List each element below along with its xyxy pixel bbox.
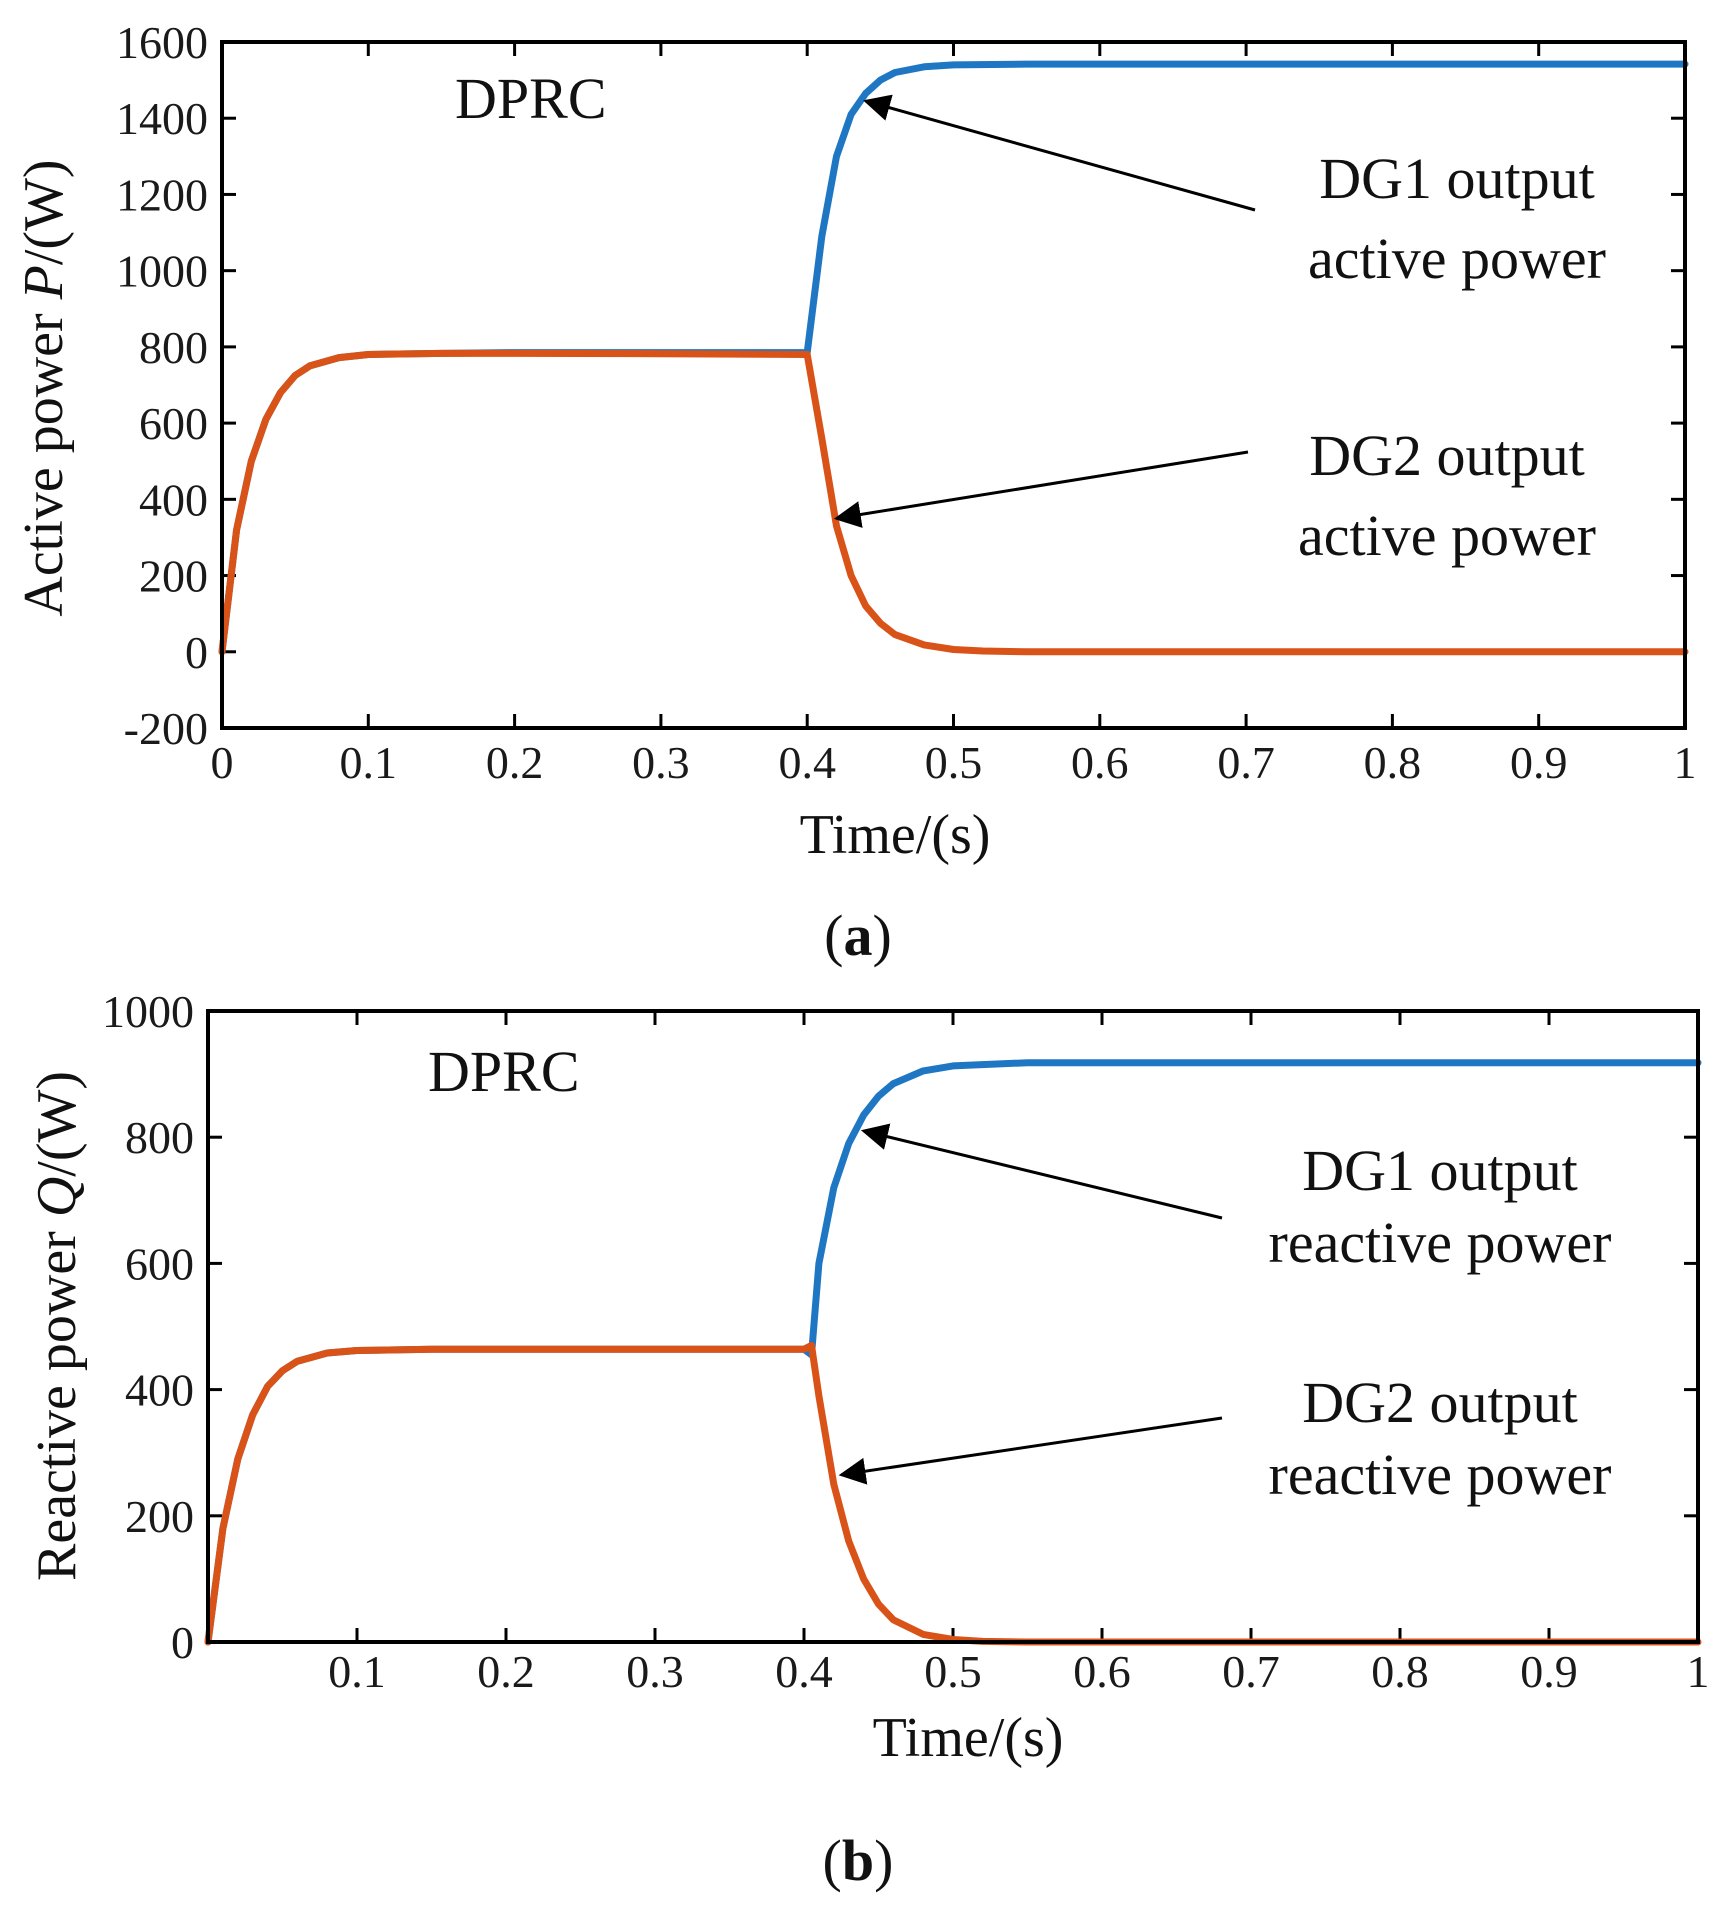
series-line-2	[218, 349, 1689, 656]
panel-a-x-axis-label: Time/(s)	[800, 804, 991, 866]
panel-a-series	[218, 60, 1689, 656]
panel-b-sublabel-letter: b	[842, 1828, 874, 1893]
y-tick-label: -200	[124, 703, 208, 754]
panel-b-dg1-label-line1: DG1 output	[1302, 1138, 1578, 1203]
panel-b-sublabel: (b)	[823, 1828, 894, 1893]
panel-a-dg1-arrow	[863, 94, 1256, 212]
panel-a-y-tick-labels: -200 0 200 400 600 800 1000 1200 1400 1600	[116, 17, 208, 754]
x-tick-label: 0.2	[477, 1646, 535, 1697]
panel-a-x-tick-labels: 0 0.1 0.2 0.3 0.4 0.5 0.6 0.7 0.8 0.9 1	[211, 737, 1697, 788]
panel-b-dg2-label-line1: DG2 output	[1302, 1370, 1578, 1435]
x-tick-label: 0	[211, 737, 234, 788]
x-tick-label: 0.9	[1510, 737, 1568, 788]
panel-b-dg2-arrow	[838, 1416, 1223, 1485]
panel-b-y-label-var: Q	[26, 1177, 88, 1217]
y-tick-label: 1000	[102, 986, 194, 1037]
panel-a-sublabel: (a)	[824, 903, 892, 968]
panel-b-plot-frame	[206, 1009, 1700, 1644]
panel-b-dg1-label-line2: reactive power	[1269, 1210, 1612, 1275]
x-tick-label: 0.2	[486, 737, 544, 788]
panel-a-dg1-label-line2: active power	[1308, 226, 1606, 291]
chart-panel-b: 0.1 0.2 0.3 0.4 0.5 0.6 0.7 0.8 0.9 1 0 200 400 600 8…	[26, 986, 1710, 1893]
panel-a-dg2-label-line1: DG2 output	[1309, 423, 1585, 488]
x-tick-label: 1	[1674, 737, 1697, 788]
panel-a-sublabel-letter: a	[844, 903, 873, 968]
y-tick-label: 200	[125, 1491, 194, 1542]
panel-a-dg1-label-line1: DG1 output	[1319, 146, 1595, 211]
panel-b-x-tick-labels: 0.1 0.2 0.3 0.4 0.5 0.6 0.7 0.8 0.9 1	[328, 1646, 1709, 1697]
panel-b-ticks	[208, 1009, 1700, 1644]
panel-a-y-label-suffix: /(W)	[13, 159, 75, 265]
x-tick-label: 0.1	[340, 737, 398, 788]
y-tick-label: 600	[125, 1238, 194, 1289]
y-tick-label: 1400	[116, 93, 208, 144]
panel-a-ticks	[220, 40, 1687, 730]
x-tick-label: 0.6	[1071, 737, 1129, 788]
panel-b-y-axis-label: Reactive power Q/(W)	[26, 1071, 88, 1581]
panel-b-annotation: DPRC	[428, 1039, 580, 1104]
x-tick-label: 0.4	[775, 1646, 833, 1697]
y-tick-label: 800	[125, 1112, 194, 1163]
panel-a-y-label-var: P	[13, 265, 75, 300]
panel-a-plot-frame	[220, 40, 1687, 730]
x-tick-label: 0.9	[1520, 1646, 1578, 1697]
x-tick-label: 0.3	[626, 1646, 684, 1697]
x-tick-label: 1	[1687, 1646, 1710, 1697]
y-tick-label: 400	[139, 474, 208, 525]
x-tick-label: 0.3	[632, 737, 690, 788]
panel-a-y-label-prefix: Active power	[13, 299, 75, 616]
y-tick-label: 0	[185, 627, 208, 678]
panel-b-dg1-arrow	[860, 1123, 1223, 1220]
panel-a-dg2-arrow	[833, 450, 1249, 528]
panel-b-legend-dg1: DG1 output reactive power	[1269, 1138, 1612, 1275]
panel-a-legend-dg1: DG1 output active power	[1308, 146, 1606, 291]
y-tick-label: 600	[139, 398, 208, 449]
x-tick-label: 0.1	[328, 1646, 386, 1697]
panel-a-legend-dg2: DG2 output active power	[1298, 423, 1596, 568]
panel-b-y-tick-labels: 0 200 400 600 800 1000	[102, 986, 194, 1668]
y-tick-label: 800	[139, 322, 208, 373]
panel-b-legend-dg2: DG2 output reactive power	[1269, 1370, 1612, 1507]
panel-b-y-label-suffix: /(W)	[26, 1071, 88, 1177]
y-tick-label: 1000	[116, 246, 208, 297]
panel-b-dg2-label-line2: reactive power	[1269, 1442, 1612, 1507]
x-tick-label: 0.5	[924, 1646, 982, 1697]
x-tick-label: 0.8	[1364, 737, 1422, 788]
panel-b-x-axis-label: Time/(s)	[873, 1707, 1064, 1769]
panel-b-y-label-prefix: Reactive power	[26, 1217, 88, 1581]
y-tick-label: 1600	[116, 17, 208, 68]
x-tick-label: 0.8	[1371, 1646, 1429, 1697]
y-tick-label: 0	[171, 1617, 194, 1668]
x-tick-label: 0.6	[1073, 1646, 1131, 1697]
panel-a-annotation: DPRC	[455, 66, 607, 131]
x-tick-label: 0.4	[778, 737, 836, 788]
panel-a-y-axis-label: Active power P/(W)	[13, 159, 75, 616]
x-tick-label: 0.7	[1222, 1646, 1280, 1697]
y-tick-label: 400	[125, 1365, 194, 1416]
chart-panel-a: 0 0.1 0.2 0.3 0.4 0.5 0.6 0.7 0.8 0.9 1 -200020040…	[13, 17, 1697, 968]
x-tick-label: 0.5	[925, 737, 983, 788]
y-tick-label: 1200	[116, 169, 208, 220]
panel-a-dg2-label-line2: active power	[1298, 503, 1596, 568]
y-tick-label: 200	[139, 551, 208, 602]
x-tick-label: 0.7	[1217, 737, 1275, 788]
